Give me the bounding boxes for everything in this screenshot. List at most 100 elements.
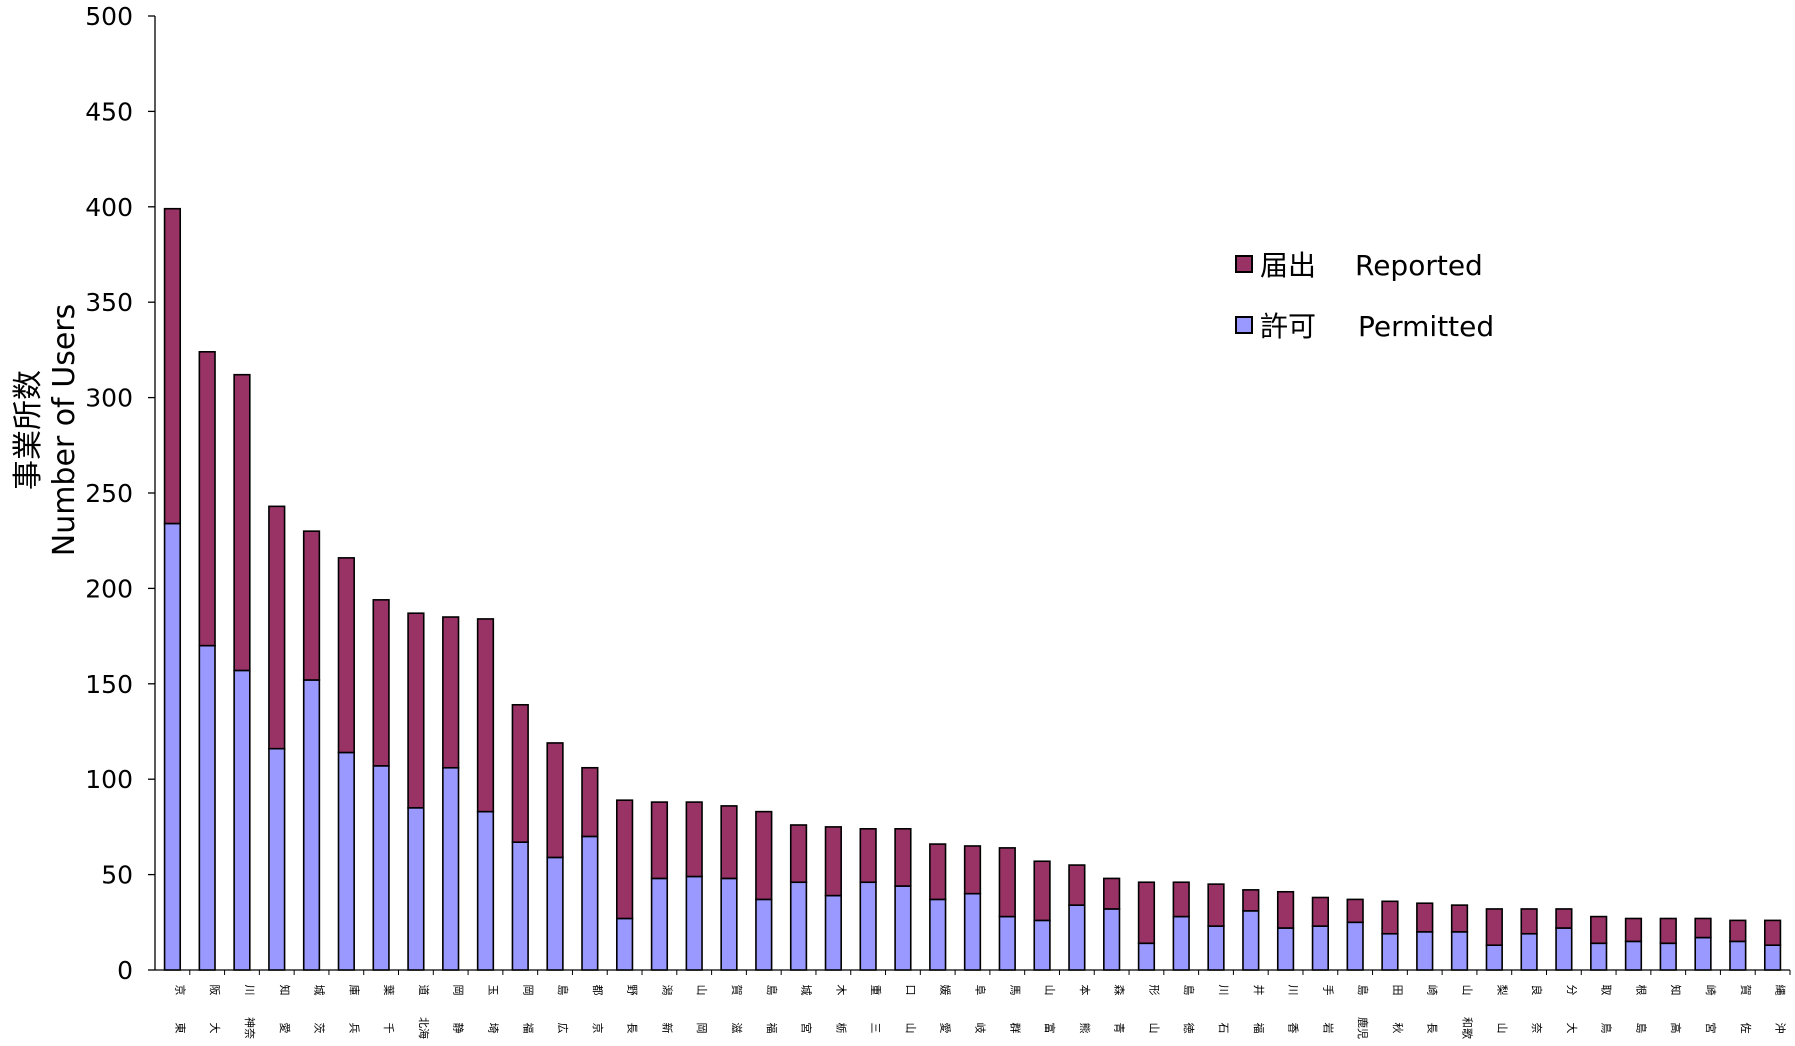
category-label-line1: 山 (695, 985, 708, 996)
category-label-line2: 秋 (1391, 1023, 1405, 1034)
category-label-line1: 山 (1461, 985, 1474, 996)
category-label-line1: 良 (1530, 985, 1544, 996)
bar-reported (581, 766, 599, 838)
legend: 届出 Reported 許可 Permitted (1235, 249, 1494, 343)
category-label-line1: 崎 (1704, 985, 1718, 996)
category-label-line1: 野 (626, 985, 639, 996)
y-tick-label: 0 (117, 956, 133, 985)
category-label-line1: 島 (556, 985, 570, 996)
bar-permitted (1450, 931, 1469, 971)
bar-reported (1068, 864, 1086, 906)
bar-permitted (998, 915, 1016, 971)
bar-reported (1103, 877, 1121, 910)
bar-reported (1033, 860, 1051, 922)
y-tick-label: 100 (85, 765, 133, 794)
bar-permitted (1068, 904, 1086, 971)
category-label-line1: 井 (1252, 985, 1266, 996)
bar-reported (233, 373, 251, 672)
bar-permitted (1485, 944, 1503, 971)
bar-permitted (198, 644, 216, 971)
bar-permitted (1555, 927, 1573, 971)
bar-permitted (929, 898, 947, 971)
bar-reported (929, 843, 947, 901)
bar-reported (1450, 904, 1469, 933)
bar-permitted (337, 751, 355, 971)
bar-reported (442, 616, 460, 769)
bar-reported (302, 530, 321, 681)
category-label-line1: 城 (313, 985, 326, 996)
legend-label-permitted-en: Permitted (1358, 310, 1494, 343)
bar-permitted (1346, 921, 1364, 971)
category-label-line2: 京 (591, 1023, 605, 1034)
category-label-line2: 福 (765, 1023, 779, 1034)
bar-reported (650, 801, 669, 880)
category-label-line2: 茨 (313, 1023, 327, 1034)
bar-permitted (1694, 936, 1712, 971)
category-label-line2: 鹿児 (1356, 1017, 1370, 1039)
bar-reported (1311, 896, 1329, 927)
bar-permitted (511, 841, 529, 971)
legend-label-reported-en: Reported (1355, 249, 1483, 282)
bar-permitted (755, 898, 773, 971)
bar-reported (1659, 917, 1677, 945)
bar-permitted (581, 835, 599, 971)
category-label-line2: 群 (1008, 1023, 1022, 1034)
legend-label-reported-ja: 届出 (1260, 249, 1316, 282)
bar-reported (685, 801, 703, 878)
category-label-line1: 縄 (1774, 985, 1788, 996)
y-axis-label-ja: 事業所数 (11, 370, 46, 490)
y-axis-title: 事業所数 Number of Users (11, 304, 82, 557)
bar-reported (859, 828, 877, 884)
bar-reported (511, 703, 529, 843)
category-label-line1: 庫 (347, 985, 361, 996)
y-tick-label: 300 (85, 384, 133, 413)
bar-permitted (442, 766, 460, 971)
category-label-line2: 神奈 (243, 1017, 257, 1039)
bar-permitted (685, 875, 703, 971)
bar-reported (616, 799, 634, 920)
category-label-line1: 島 (765, 985, 779, 996)
bar-permitted (1416, 931, 1434, 971)
y-tick-label: 350 (85, 288, 133, 317)
legend-swatch-reported (1235, 255, 1253, 273)
category-label-line2: 東 (173, 1023, 186, 1034)
bar-permitted (476, 810, 495, 971)
bar-reported (963, 845, 982, 895)
category-label-line1: 山 (1043, 985, 1056, 996)
y-tick-label: 50 (101, 861, 133, 890)
category-label-line2: 大 (208, 1023, 222, 1034)
category-label-line2: 福 (1252, 1023, 1266, 1034)
category-label-line2: 北海 (417, 1017, 431, 1039)
category-label-line1: 崎 (1426, 985, 1440, 996)
bar-reported (1172, 881, 1190, 918)
y-tick-label: 400 (85, 193, 133, 222)
category-label-line2: 広 (556, 1023, 569, 1034)
bar-permitted (1659, 942, 1677, 971)
category-label-line1: 森 (1113, 985, 1127, 996)
bar-permitted (1033, 919, 1051, 971)
bar-reported (476, 618, 495, 813)
bar-permitted (1172, 915, 1190, 971)
category-label-line1: 本 (1078, 985, 1092, 996)
category-label-line1: 阜 (974, 985, 987, 996)
bar-permitted (163, 522, 182, 971)
bar-reported (1624, 917, 1643, 943)
category-label-line2: 岐 (974, 1023, 987, 1034)
bar-permitted (233, 669, 251, 971)
category-label-line1: 手 (1321, 985, 1335, 996)
bar-reported (337, 557, 355, 754)
category-label-line1: 木 (834, 985, 847, 996)
category-label-line2: 千 (382, 1023, 395, 1034)
y-axis-label-en: Number of Users (47, 304, 82, 557)
bar-reported (1276, 890, 1295, 929)
bar-permitted (894, 885, 912, 971)
category-label-line2: 徳 (1182, 1023, 1195, 1034)
category-label-line1: 口 (904, 985, 917, 996)
category-label-line2: 香 (1287, 1023, 1300, 1034)
category-label-line2: 静 (452, 1023, 466, 1034)
category-label-line2: 長 (1426, 1023, 1439, 1034)
bar-permitted (1590, 942, 1608, 971)
category-label-line2: 滋 (730, 1023, 743, 1034)
